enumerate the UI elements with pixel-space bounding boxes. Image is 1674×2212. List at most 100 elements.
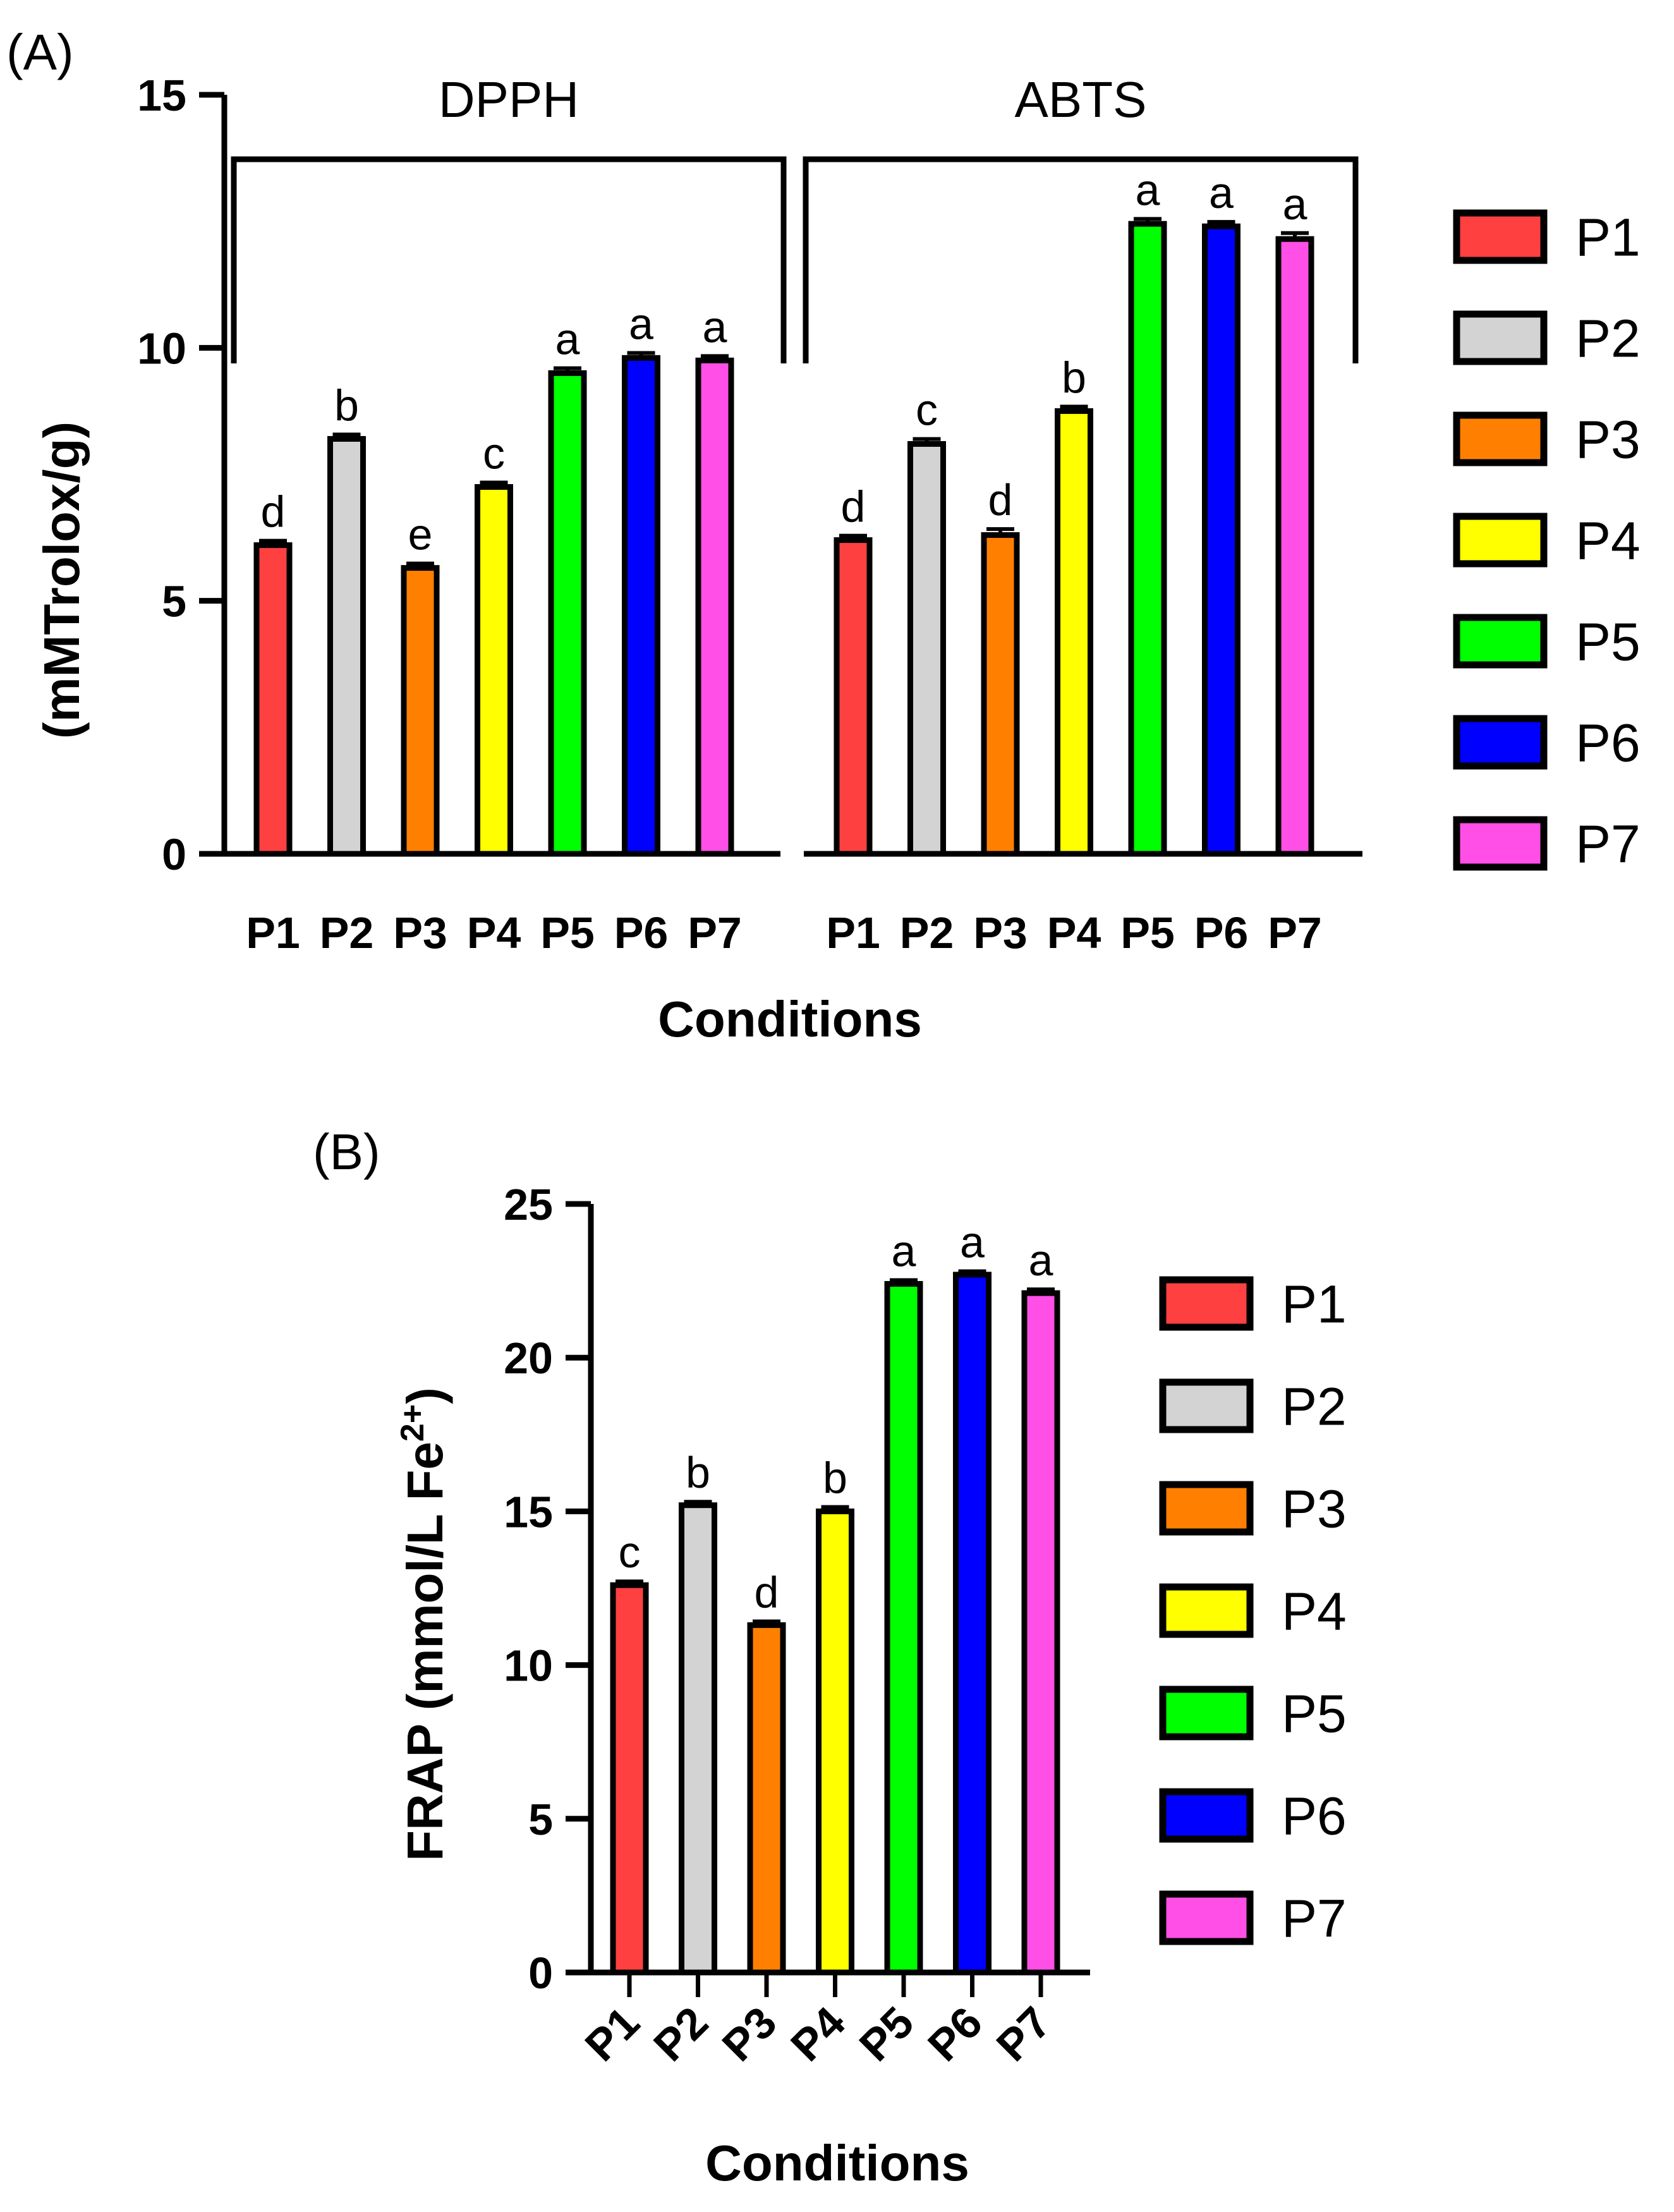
frap-category-label-p2: P2 [644, 1997, 717, 2070]
frap-category-label-p6: P6 [918, 1997, 992, 2070]
panel-a-label: (A) [6, 24, 74, 80]
abts-significance-letter-p6: a [1209, 168, 1234, 217]
panel-a-legend-label-p3: P3 [1575, 410, 1641, 470]
frap-significance-letter-p7: a [1029, 1236, 1053, 1285]
abts-bar-p6 [1202, 223, 1240, 857]
panel-a-legend-label-p2: P2 [1575, 309, 1641, 368]
dpph-category-label-p5: P5 [540, 908, 595, 957]
panel-b-y-axis-title-end: ) [397, 1387, 453, 1404]
frap-significance-letter-p6: a [960, 1217, 985, 1267]
frap-significance-letter-p4: b [823, 1454, 847, 1503]
abts-bar-p7 [1275, 236, 1314, 857]
panel-a-legend-swatch-p2 [1453, 310, 1548, 365]
panel-b-legend-swatch-p7 [1159, 1890, 1254, 1945]
frap-bar-p1 [610, 1582, 649, 1976]
panel-b-legend-label-p4: P4 [1282, 1582, 1347, 1641]
abts-bar-p1 [834, 537, 873, 857]
abts-significance-letter-p3: d [988, 475, 1013, 525]
panel-b-legend-label-p3: P3 [1282, 1480, 1347, 1539]
panel-b-legend-label-p6: P6 [1282, 1787, 1347, 1846]
abts-bar-p4 [1055, 408, 1093, 857]
dpph-significance-letter-p6: a [629, 300, 653, 349]
abts-significance-letter-p7: a [1283, 179, 1307, 229]
abts-category-label-p2: P2 [900, 908, 954, 957]
dpph-bracket [231, 156, 787, 363]
frap-significance-letter-p1: c [619, 1528, 641, 1577]
panel-a-legend-swatch-p4 [1453, 513, 1548, 568]
panel-a-legend-label-p4: P4 [1575, 511, 1641, 571]
frap-bar-p3 [747, 1622, 786, 1976]
abts-category-label-p3: P3 [973, 908, 1028, 957]
panel-0-y-tick-label: 10 [137, 324, 186, 373]
frap-bar-p7 [1021, 1290, 1060, 1976]
panel-b-legend-label-p7: P7 [1282, 1889, 1347, 1948]
panel-b-legend-label-p1: P1 [1282, 1275, 1347, 1334]
dpph-group-label: DPPH [439, 71, 579, 128]
frap-category-label-p3: P3 [713, 1997, 786, 2070]
panel-b-legend-label-p2: P2 [1282, 1377, 1347, 1437]
panel-b-y-axis-title: FRAP (mmol/L Fe2+) [394, 1387, 453, 1861]
frap-category-label-p4: P4 [781, 1997, 854, 2070]
panel-a-legend-label-p7: P7 [1575, 815, 1641, 874]
dpph-category-label-p2: P2 [320, 908, 374, 957]
panel-a-legend: P1 P2 P3 P4 P5 P6 P7 [1453, 208, 1641, 874]
frap-bar-p4 [816, 1508, 854, 1976]
dpph-bar-p1 [253, 542, 293, 857]
abts-bracket [803, 156, 1359, 363]
panel-a-legend-label-p1: P1 [1575, 208, 1641, 267]
panel-a-legend-label-p5: P5 [1575, 612, 1641, 672]
panel-1-y-tick-label: 15 [504, 1487, 553, 1536]
dpph-category-label-p4: P4 [467, 908, 521, 957]
panel-b-legend: P1 P2 P3 P4 P5 P6 P7 [1159, 1275, 1347, 1948]
frap-bar-p6 [953, 1272, 992, 1976]
abts-category-label-p1: P1 [826, 908, 880, 957]
frap-category-label-p5: P5 [850, 1997, 923, 2070]
dpph-bar-p7 [695, 357, 734, 857]
panel-b-legend-swatch-p5 [1159, 1686, 1254, 1741]
panel-a-legend-swatch-p5 [1453, 614, 1548, 669]
panel-b-y-axis-title-main: FRAP (mmol/L Fe [397, 1442, 453, 1861]
abts-significance-letter-p1: d [841, 482, 866, 532]
panel-b-legend-swatch-p6 [1159, 1788, 1254, 1843]
panel-a-legend-swatch-p1 [1453, 209, 1548, 264]
abts-bar-p5 [1128, 221, 1167, 857]
abts-group-label: ABTS [1015, 71, 1147, 128]
panel-b-legend-swatch-p3 [1159, 1481, 1254, 1536]
panel-b-legend-swatch-p1 [1159, 1276, 1254, 1331]
dpph-significance-letter-p3: e [408, 510, 433, 559]
panel-1-y-tick-label: 10 [504, 1641, 553, 1691]
dpph-significance-letter-p5: a [555, 315, 580, 364]
dpph-bar-p4 [475, 484, 513, 857]
panel-1-y-tick-label: 20 [504, 1334, 553, 1383]
dpph-category-label-p3: P3 [393, 908, 447, 957]
abts-significance-letter-p5: a [1136, 165, 1160, 214]
panel-1-y-tick-label: 25 [504, 1180, 553, 1229]
dpph-bar-p5 [548, 370, 587, 857]
panel-1-y-tick-label: 5 [528, 1795, 553, 1844]
panel-a-legend-label-p6: P6 [1575, 714, 1641, 773]
dpph-significance-letter-p4: c [483, 429, 505, 478]
panel-1-y-tick-label: 0 [528, 1948, 553, 1998]
dpph-bar-p3 [401, 565, 440, 857]
panel-b-legend-label-p5: P5 [1282, 1684, 1347, 1744]
abts-bar-p3 [981, 532, 1020, 857]
dpph-significance-letter-p7: a [703, 302, 727, 351]
frap-significance-letter-p2: b [686, 1448, 710, 1497]
panel-a-legend-swatch-p6 [1453, 715, 1548, 770]
frap-category-label-p7: P7 [987, 1997, 1060, 2070]
abts-category-label-p5: P5 [1120, 908, 1175, 957]
panel-a-legend-swatch-p7 [1453, 816, 1548, 871]
panel-b-label: (B) [313, 1124, 380, 1180]
panel-0-y-tick-label: 0 [162, 830, 186, 879]
frap-bar-p2 [679, 1502, 717, 1976]
abts-significance-letter-p4: b [1062, 353, 1086, 402]
panel-b-y-ticks: 0 5 10 15 20 25 [504, 1180, 591, 1998]
panel-b-legend-swatch-p2 [1159, 1378, 1254, 1433]
frap-bar-p5 [884, 1280, 923, 1976]
frap-significance-letter-p5: a [892, 1227, 916, 1276]
panel-b-x-axis-title: Conditions [705, 2135, 969, 2191]
